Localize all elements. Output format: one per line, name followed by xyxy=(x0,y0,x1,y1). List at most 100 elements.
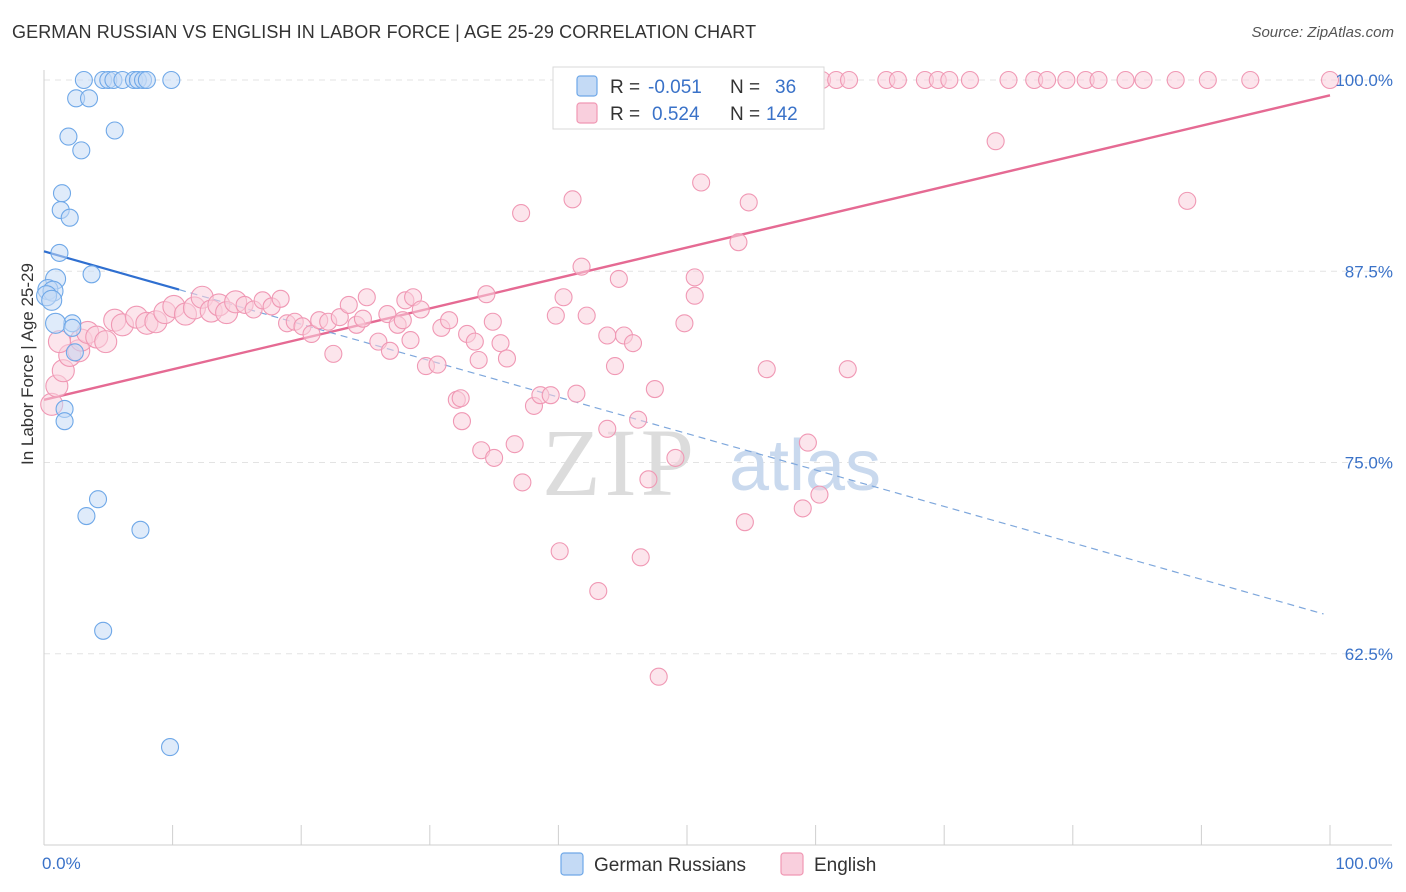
english-point-100 xyxy=(483,312,502,331)
stats-n-label-0: N = xyxy=(730,77,760,98)
english-point-138 xyxy=(505,435,524,454)
english-point-35 xyxy=(692,173,711,192)
stats-legend-box xyxy=(552,66,825,130)
english-point-123 xyxy=(639,470,658,489)
english-point-116 xyxy=(577,306,596,325)
english-point-132 xyxy=(735,513,754,532)
german-russian-point-28 xyxy=(65,343,84,362)
english-point-92 xyxy=(411,300,430,319)
legend-swatch-german-russians xyxy=(560,852,584,876)
english-point-115 xyxy=(567,384,586,403)
y-tick-labels: 62.5% 75.0% 87.5% 100.0% xyxy=(1335,71,1393,664)
stats-n-label-1: N = xyxy=(730,104,760,125)
stats-r-label-1: R = xyxy=(610,104,640,125)
english-point-31 xyxy=(1198,70,1217,90)
english-point-87 xyxy=(324,344,343,363)
english-point-79 xyxy=(339,295,358,314)
english-point-105 xyxy=(452,412,472,431)
chart-title: GERMAN RUSSIAN VS ENGLISH IN LABOR FORCE… xyxy=(12,22,757,42)
english-point-27 xyxy=(1089,70,1108,90)
english-point-25 xyxy=(1057,70,1076,90)
english-point-130 xyxy=(631,548,650,567)
german-russian-point-18 xyxy=(50,243,69,262)
english-point-71 xyxy=(271,289,290,308)
english-point-94 xyxy=(428,355,447,374)
stats-legend: R = -0.051 N = 36 R = 0.524 N = 142 xyxy=(552,66,825,130)
x-tick-label-1: 100.0% xyxy=(1335,854,1393,873)
german-russian-point-26 xyxy=(45,312,67,334)
y-tick-label-1: 75.0% xyxy=(1345,454,1393,473)
trend-lines xyxy=(43,94,1331,615)
english-point-38 xyxy=(1178,191,1197,210)
stats-r-label-0: R = xyxy=(610,77,640,98)
english-point-122 xyxy=(629,410,648,429)
english-point-24 xyxy=(1038,70,1057,90)
english-point-98 xyxy=(465,332,484,351)
german-russian-trend-line-dashed xyxy=(178,289,1324,615)
english-point-128 xyxy=(550,542,569,561)
english-point-136 xyxy=(810,485,829,504)
german-russian-point-8 xyxy=(137,70,156,90)
english-point-15 xyxy=(839,70,859,90)
german-russian-point-11 xyxy=(79,89,99,108)
english-point-21 xyxy=(960,70,979,90)
english-point-137 xyxy=(838,360,857,379)
german-russian-point-33 xyxy=(131,520,150,539)
stats-n-value-0: 36 xyxy=(775,77,796,98)
y-tick-label-2: 87.5% xyxy=(1345,262,1393,281)
english-point-121 xyxy=(623,334,643,353)
english-point-30 xyxy=(1166,70,1185,90)
english-point-42 xyxy=(685,268,704,287)
english-point-91 xyxy=(401,331,420,350)
english-point-81 xyxy=(357,288,376,307)
english-point-102 xyxy=(469,350,488,370)
english-point-52 xyxy=(94,330,118,354)
x-tick-labels: 0.0% 100.0% xyxy=(42,854,1393,873)
english-point-29 xyxy=(1134,70,1153,90)
english-point-22 xyxy=(999,70,1018,90)
y-axis-label: In Labor Force | Age 25-29 xyxy=(18,263,37,465)
english-point-20 xyxy=(940,70,959,90)
english-point-135 xyxy=(793,499,812,518)
english-point-41 xyxy=(572,257,591,276)
x-tick-label-0: 0.0% xyxy=(42,854,81,873)
english-point-33 xyxy=(1320,70,1340,90)
english-point-75 xyxy=(302,324,321,344)
english-point-106 xyxy=(451,389,470,408)
german-russian-point-0 xyxy=(74,70,93,90)
german-russian-point-9 xyxy=(162,70,181,90)
english-point-108 xyxy=(485,448,504,467)
german-russian-point-20 xyxy=(82,265,101,284)
german-russian-point-17 xyxy=(60,208,79,227)
gridlines xyxy=(44,79,1392,655)
english-point-109 xyxy=(513,473,532,492)
legend-label-english: English xyxy=(814,855,876,876)
english-point-96 xyxy=(440,311,459,330)
german-russian-point-12 xyxy=(105,121,124,140)
english-point-32 xyxy=(1241,70,1260,90)
y-axis-label-wrap: In Labor Force | Age 25-29 xyxy=(18,263,38,465)
english-trend-line xyxy=(43,94,1331,401)
english-point-134 xyxy=(798,433,817,452)
english-point-39 xyxy=(512,204,531,223)
english-point-34 xyxy=(986,132,1005,151)
english-point-89 xyxy=(380,341,399,360)
german-russian-point-27 xyxy=(63,318,82,337)
english-point-129 xyxy=(589,581,608,601)
stats-n-value-1: 142 xyxy=(766,104,798,125)
german-russian-point-35 xyxy=(160,738,180,757)
y-tick-label-0: 62.5% xyxy=(1345,645,1393,664)
english-point-103 xyxy=(497,349,517,368)
stats-swatch-english xyxy=(576,102,598,124)
stats-swatch-german-russians xyxy=(576,75,598,97)
german-russian-point-24 xyxy=(41,289,63,311)
english-point-17 xyxy=(888,70,907,90)
german-russian-point-15 xyxy=(52,184,72,203)
english-point-127 xyxy=(685,286,704,305)
german-russian-points xyxy=(36,70,181,757)
english-point-131 xyxy=(649,667,668,686)
stats-r-value-1: 0.524 xyxy=(652,104,700,125)
bottom-legend: German Russians English xyxy=(560,852,876,876)
english-point-117 xyxy=(598,419,617,438)
